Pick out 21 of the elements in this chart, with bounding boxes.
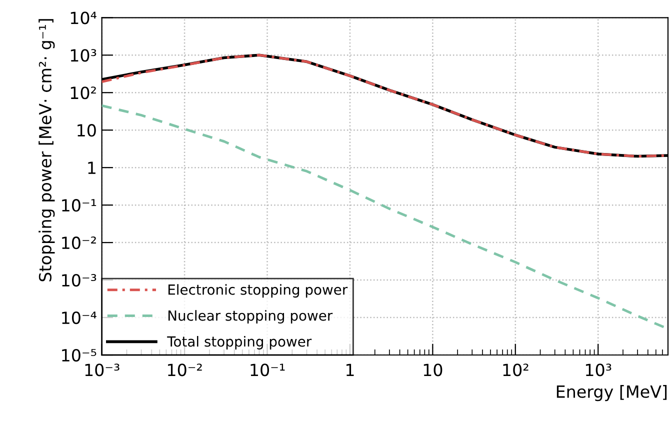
y-tick-label: 10 bbox=[78, 124, 96, 137]
y-tick-label: 10⁻⁴ bbox=[62, 311, 96, 324]
y-tick-label: 10⁻² bbox=[62, 236, 96, 250]
x-tick-label: 10² bbox=[503, 364, 528, 376]
x-tick-label: 1 bbox=[346, 364, 354, 376]
x-tick-label: 10³ bbox=[586, 364, 612, 376]
y-tick-label: 10⁻³ bbox=[62, 274, 96, 287]
legend-label: Nuclear stopping power bbox=[168, 310, 333, 324]
y-tick-label: 10⁴ bbox=[70, 12, 96, 24]
x-tick-label: 10⁻² bbox=[168, 364, 202, 376]
legend-label: Total stopping power bbox=[167, 336, 312, 350]
y-tick-label: 10⁻¹ bbox=[62, 199, 96, 212]
y-tick-label: 10² bbox=[70, 86, 96, 100]
y-tick-label: 10⁻⁵ bbox=[62, 348, 96, 362]
y-tick-label: 10³ bbox=[70, 49, 96, 62]
y-axis-title: Stopping power [MeV· cm²· g⁻¹] bbox=[38, 19, 55, 282]
x-tick-label: 10⁻¹ bbox=[250, 364, 285, 376]
legend-label: Electronic stopping power bbox=[168, 284, 348, 298]
x-axis-title: Energy [MeV] bbox=[556, 385, 667, 402]
y-tick-label: 1 bbox=[88, 162, 96, 174]
x-tick-label: 10 bbox=[424, 364, 442, 376]
